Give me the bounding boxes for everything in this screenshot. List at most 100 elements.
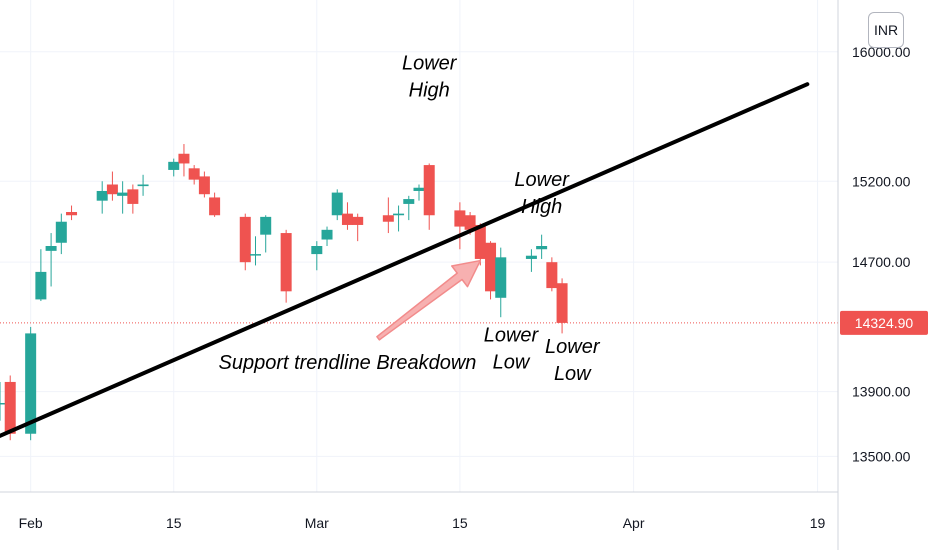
candle-body[interactable]	[198, 176, 210, 195]
annotation-text[interactable]: Lower High	[514, 169, 570, 218]
candle[interactable]	[454, 202, 466, 250]
candle-body[interactable]	[525, 255, 537, 259]
candle-body[interactable]	[403, 199, 415, 204]
candle-body[interactable]	[556, 283, 568, 323]
candle-body[interactable]	[464, 215, 476, 230]
candle-body[interactable]	[485, 242, 497, 292]
candle-body[interactable]	[106, 184, 118, 195]
candle[interactable]	[260, 215, 272, 253]
candle-body[interactable]	[352, 216, 364, 225]
candle-body[interactable]	[546, 262, 558, 289]
candle-body[interactable]	[280, 233, 292, 292]
annotation-line: Low	[554, 363, 592, 385]
candle[interactable]	[393, 205, 405, 232]
candles[interactable]	[0, 144, 568, 441]
candle-body[interactable]	[341, 213, 353, 225]
candle-body[interactable]	[393, 213, 405, 216]
time-tick-label: Feb	[19, 515, 43, 531]
candle-body[interactable]	[25, 333, 37, 434]
candle-body[interactable]	[168, 161, 180, 170]
candle-body[interactable]	[178, 153, 190, 164]
candle-body[interactable]	[55, 221, 67, 243]
last-price-tag	[840, 310, 928, 335]
candle-body[interactable]	[66, 212, 78, 216]
price-tick-label: 15200.00	[852, 173, 911, 189]
candle[interactable]	[403, 195, 415, 221]
annotation-text[interactable]: Lower Low	[484, 324, 540, 373]
candle-body[interactable]	[0, 402, 6, 405]
candle[interactable]	[536, 234, 548, 259]
candle[interactable]	[127, 184, 139, 214]
candle-body[interactable]	[239, 216, 251, 263]
candle[interactable]	[178, 144, 190, 177]
time-tick-label: 15	[452, 515, 468, 531]
candle-body[interactable]	[45, 246, 57, 251]
candle[interactable]	[311, 241, 323, 271]
candle-body[interactable]	[454, 210, 466, 227]
time-tick-label: Mar	[305, 515, 329, 531]
candle-body[interactable]	[96, 190, 108, 201]
candle[interactable]	[96, 181, 108, 214]
candle[interactable]	[525, 249, 537, 272]
candle-body[interactable]	[4, 381, 16, 434]
candle-body[interactable]	[117, 192, 129, 196]
candle[interactable]	[556, 278, 568, 334]
time-tick-label: Apr	[623, 515, 645, 531]
candle-body[interactable]	[331, 192, 343, 216]
candle[interactable]	[474, 223, 486, 266]
candle-body[interactable]	[209, 197, 221, 216]
candle-body[interactable]	[249, 254, 261, 256]
annotation-text[interactable]: Support trendline Breakdown	[218, 352, 476, 374]
candle-body[interactable]	[127, 189, 139, 204]
candle-body[interactable]	[536, 246, 548, 250]
drawings[interactable]: Lower High Lower High Lower Low Lower Low Suppor…	[0, 53, 838, 441]
time-tick-label: 15	[166, 515, 182, 531]
candle[interactable]	[106, 171, 118, 201]
candle[interactable]	[546, 257, 558, 292]
currency-badge[interactable]: INR	[868, 12, 904, 48]
annotation-line: High	[409, 80, 450, 102]
support-trendline[interactable]	[0, 82, 810, 440]
annotation-text[interactable]: Lower Low	[545, 336, 601, 385]
candle[interactable]	[209, 192, 221, 217]
candle[interactable]	[423, 163, 435, 230]
candle-body[interactable]	[188, 168, 200, 180]
candle[interactable]	[188, 165, 200, 185]
candle[interactable]	[382, 197, 394, 234]
candle-body[interactable]	[321, 229, 333, 240]
candle[interactable]	[0, 381, 6, 421]
candle-body[interactable]	[260, 216, 272, 235]
candle[interactable]	[341, 202, 353, 230]
candle[interactable]	[198, 171, 210, 198]
candle-body[interactable]	[137, 184, 149, 187]
candle-body[interactable]	[311, 246, 323, 255]
candle[interactable]	[168, 158, 180, 177]
candle-body[interactable]	[382, 215, 394, 222]
candle[interactable]	[117, 181, 129, 214]
candle[interactable]	[55, 213, 67, 255]
candle-body[interactable]	[495, 257, 507, 298]
candle[interactable]	[66, 205, 78, 221]
annotation-line: Support trendline Breakdown	[218, 352, 476, 374]
candle[interactable]	[413, 184, 425, 201]
candle[interactable]	[331, 189, 343, 221]
candle-body[interactable]	[413, 187, 425, 191]
candle[interactable]	[239, 213, 251, 271]
candle[interactable]	[485, 241, 497, 300]
candle-body[interactable]	[474, 224, 486, 259]
candle[interactable]	[249, 236, 261, 266]
candle-body[interactable]	[423, 165, 435, 216]
candle[interactable]	[495, 247, 507, 318]
candle[interactable]	[280, 229, 292, 303]
candle[interactable]	[35, 249, 47, 302]
candle[interactable]	[321, 226, 333, 246]
candle[interactable]	[137, 174, 149, 196]
candle-body[interactable]	[35, 271, 47, 300]
annotation-line: Lower	[484, 324, 540, 346]
breakdown-arrow[interactable]	[376, 259, 482, 341]
price-tick-label: 13900.00	[852, 384, 911, 400]
candle[interactable]	[45, 233, 57, 287]
annotation-text[interactable]: Lower High	[402, 53, 458, 102]
candle[interactable]	[352, 213, 364, 242]
